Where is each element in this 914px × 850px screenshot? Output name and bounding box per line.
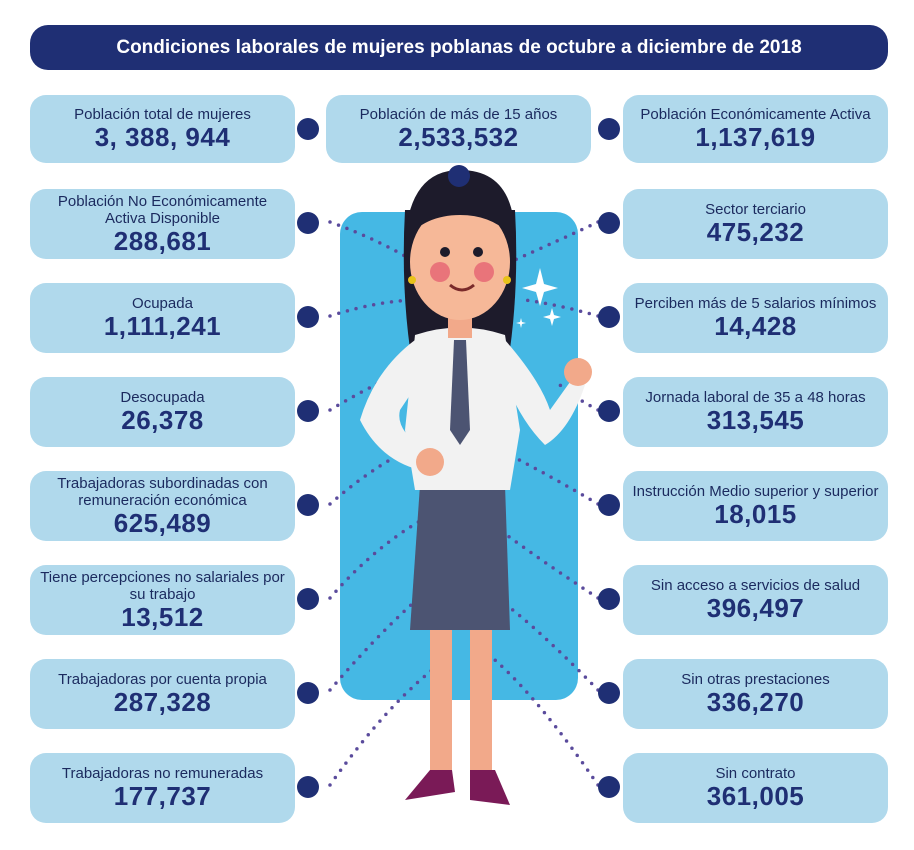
- connector-dot: [297, 400, 319, 422]
- connector-dot: [297, 682, 319, 704]
- sparkle-icon: [516, 318, 526, 328]
- stat-value: 26,378: [121, 405, 204, 435]
- stat-value: 396,497: [706, 593, 805, 623]
- connector-dot: [297, 494, 319, 516]
- stat-label: Población total de mujeres: [74, 106, 251, 123]
- stat-value: 177,737: [113, 781, 212, 811]
- stat-label: Tiene percepciones no salariales por su …: [40, 568, 285, 603]
- stat-label: Ocupada: [132, 295, 193, 312]
- connector-dot: [297, 776, 319, 798]
- stat-card-salarios-minimos: Perciben más de 5 salarios mínimos 14,42…: [623, 283, 888, 353]
- stat-label: Sin contrato: [715, 765, 796, 782]
- connector-dot: [297, 306, 319, 328]
- connector-dot: [598, 400, 620, 422]
- connector-dot: [598, 212, 620, 234]
- stat-label: Sin otras prestaciones: [681, 671, 830, 688]
- stat-card-sector-terciario: Sector terciario 475,232: [623, 189, 888, 259]
- stat-card-sin-prestaciones: Sin otras prestaciones 336,270: [623, 659, 888, 729]
- connector-dot: [598, 776, 620, 798]
- sparkle-icon: [543, 308, 561, 326]
- stat-card-cuenta-propia: Trabajadoras por cuenta propia 287,328: [30, 659, 295, 729]
- stat-value: 361,005: [706, 781, 805, 811]
- stat-value: 313,545: [706, 405, 805, 435]
- stat-value: 1,137,619: [695, 122, 816, 152]
- connector-dot: [297, 588, 319, 610]
- stat-label: Población No Económicamente Activa Dispo…: [57, 192, 268, 227]
- stat-card-percepciones: Tiene percepciones no salariales por su …: [30, 565, 295, 635]
- stat-card-mas-15: Población de más de 15 años 2,533,532: [326, 95, 591, 163]
- stat-label: Trabajadoras no remuneradas: [61, 765, 264, 782]
- stat-value: 625,489: [113, 507, 212, 538]
- connector-dot: [598, 118, 620, 140]
- stat-label: Instrucción Medio superior y superior: [632, 483, 879, 500]
- stat-value: 475,232: [706, 217, 805, 247]
- stat-value: 287,328: [113, 687, 212, 717]
- stat-card-subordinadas: Trabajadoras subordinadas con remuneraci…: [30, 471, 295, 541]
- stat-card-no-remuneradas: Trabajadoras no remuneradas 177,737: [30, 753, 295, 823]
- stat-value: 13,512: [121, 601, 204, 632]
- stat-value: 18,015: [714, 499, 797, 529]
- stat-value: 14,428: [714, 311, 797, 341]
- connector-dot: [598, 494, 620, 516]
- stat-label: Jornada laboral de 35 a 48 horas: [645, 389, 866, 406]
- stat-card-jornada-laboral: Jornada laboral de 35 a 48 horas 313,545: [623, 377, 888, 447]
- stat-label: Población Económicamente Activa: [640, 106, 871, 123]
- stat-card-sin-salud: Sin acceso a servicios de salud 396,497: [623, 565, 888, 635]
- stat-card-total-mujeres: Población total de mujeres 3, 388, 944: [30, 95, 295, 163]
- stat-label: Desocupada: [120, 389, 205, 406]
- connector-dot: [297, 118, 319, 140]
- stat-value: 1,111,241: [103, 311, 222, 341]
- stat-value: 336,270: [706, 687, 805, 717]
- stat-card-pnea-disponible: Población No Económicamente Activa Dispo…: [30, 189, 295, 259]
- stat-card-sin-contrato: Sin contrato 361,005: [623, 753, 888, 823]
- stat-label: Trabajadoras subordinadas con remuneraci…: [57, 474, 268, 509]
- stat-label: Perciben más de 5 salarios mínimos: [634, 295, 877, 312]
- stat-value: 3, 388, 944: [94, 122, 231, 152]
- connector-dot: [598, 588, 620, 610]
- sparkle-icon: [522, 268, 558, 306]
- stat-value: 288,681: [113, 225, 212, 256]
- stat-value: 2,533,532: [398, 122, 519, 152]
- stat-label: Sin acceso a servicios de salud: [650, 577, 861, 594]
- stat-label: Trabajadoras por cuenta propia: [58, 671, 267, 688]
- stat-card-instruccion: Instrucción Medio superior y superior 18…: [623, 471, 888, 541]
- page-title: Condiciones laborales de mujeres poblana…: [30, 25, 888, 70]
- stat-card-desocupada: Desocupada 26,378: [30, 377, 295, 447]
- stat-label: Población de más de 15 años: [359, 106, 558, 123]
- stat-label: Sector terciario: [705, 201, 806, 218]
- connector-dot: [448, 165, 470, 187]
- stat-card-ocupada: Ocupada 1,111,241: [30, 283, 295, 353]
- connector-dot: [598, 306, 620, 328]
- connector-dot: [297, 212, 319, 234]
- stat-card-pea: Población Económicamente Activa 1,137,61…: [623, 95, 888, 163]
- connector-dot: [598, 682, 620, 704]
